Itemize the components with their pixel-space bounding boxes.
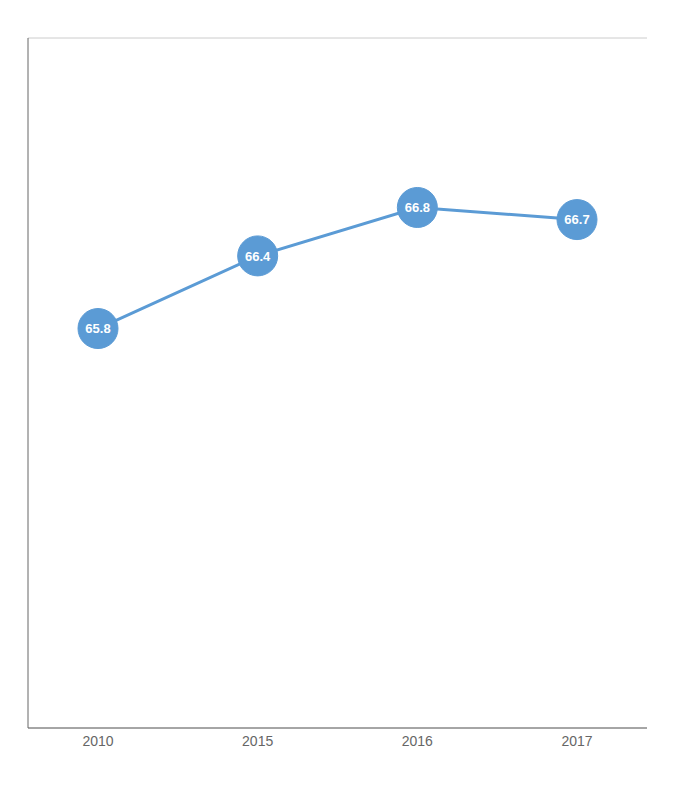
svg-text:66.4: 66.4	[245, 249, 271, 264]
svg-text:65.8: 65.8	[85, 321, 110, 336]
svg-text:2017: 2017	[561, 733, 592, 749]
svg-text:66.7: 66.7	[564, 212, 589, 227]
svg-text:2016: 2016	[402, 733, 433, 749]
svg-text:2010: 2010	[82, 733, 113, 749]
svg-text:2015: 2015	[242, 733, 273, 749]
svg-text:66.8: 66.8	[405, 200, 430, 215]
